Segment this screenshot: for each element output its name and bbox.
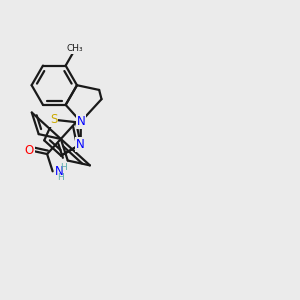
Text: N: N xyxy=(55,165,64,178)
Text: N: N xyxy=(76,115,85,128)
Text: O: O xyxy=(25,144,34,157)
Text: S: S xyxy=(50,113,57,126)
Text: H: H xyxy=(58,173,64,182)
Text: N: N xyxy=(76,138,85,151)
Text: H: H xyxy=(60,163,67,172)
Text: CH₃: CH₃ xyxy=(67,44,84,53)
